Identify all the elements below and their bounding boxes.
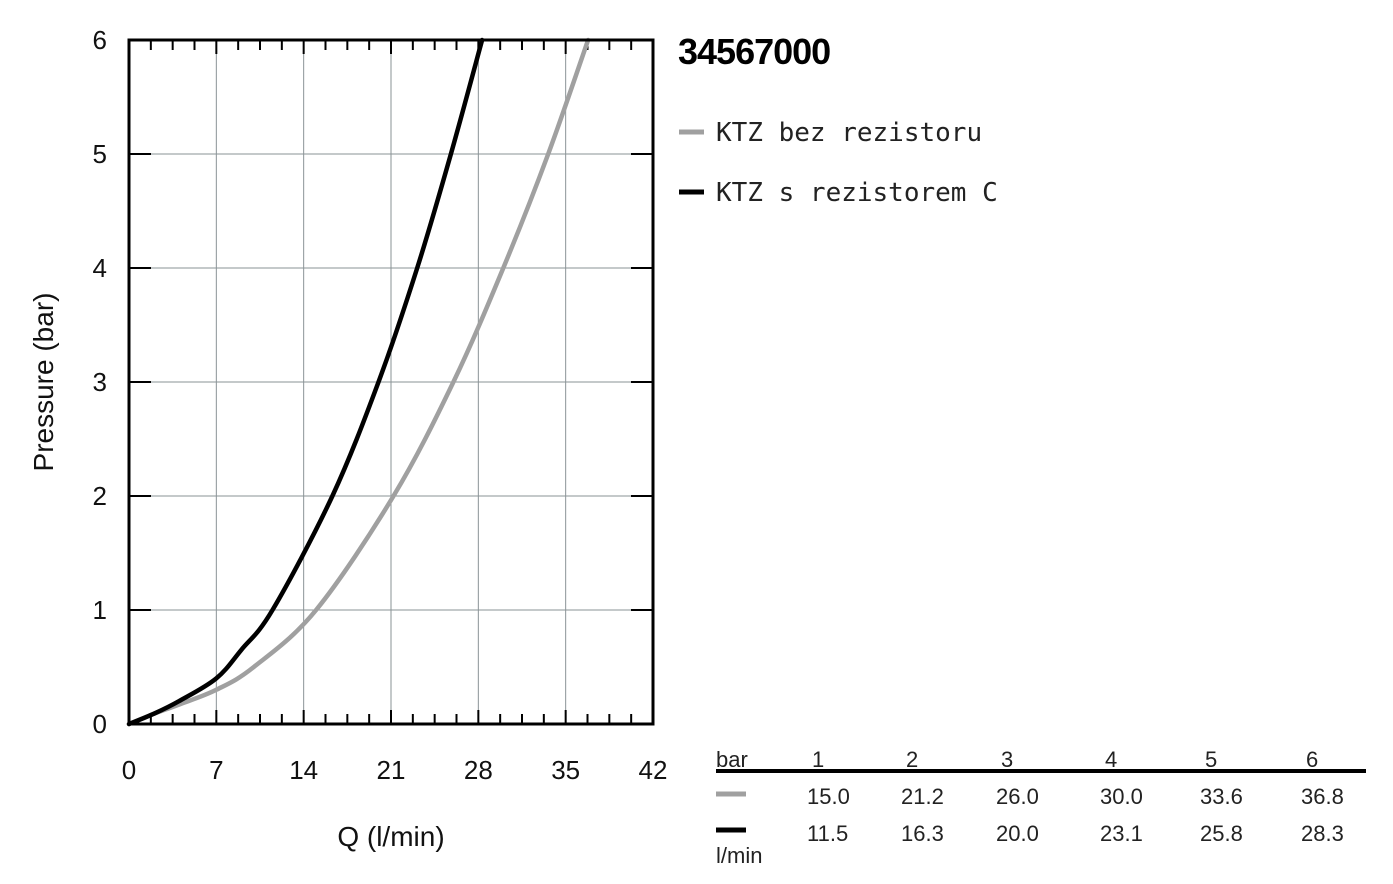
y-tick-label: 1 — [93, 595, 107, 625]
x-tick-label: 42 — [639, 755, 668, 785]
table-header-cell: 6 — [1306, 747, 1318, 772]
y-tick-label: 5 — [93, 139, 107, 169]
legend: KTZ bez rezistoru KTZ s rezistorem C — [679, 118, 998, 208]
table-header-cell: 2 — [906, 747, 918, 772]
table-header-cell: 3 — [1001, 747, 1013, 772]
table-header-cell: 4 — [1105, 747, 1117, 772]
plot-frame — [127, 38, 655, 726]
y-tick-label: 6 — [93, 25, 107, 55]
x-tick-label: 35 — [551, 755, 580, 785]
table-cell: 11.5 — [807, 821, 848, 846]
table-cell: 25.8 — [1200, 821, 1243, 846]
x-tick-label: 28 — [464, 755, 493, 785]
legend-label-black: KTZ s rezistorem C — [716, 178, 998, 208]
x-axis-label: Q (l/min) — [337, 821, 444, 852]
table-header-cell: 5 — [1205, 747, 1217, 772]
y-tick-label: 4 — [93, 253, 107, 283]
table-row: 15.0 21.2 26.0 30.0 33.6 36.8 — [807, 784, 1344, 809]
table-header-label: bar — [716, 747, 748, 772]
series-line-1 — [126, 37, 485, 727]
x-tick-label: 7 — [209, 755, 223, 785]
table-row: 11.5 16.3 20.0 23.1 25.8 28.3 — [807, 821, 1344, 846]
data-curves — [126, 37, 591, 727]
table-unit-label: l/min — [716, 843, 762, 868]
table-cell: 15.0 — [807, 784, 850, 809]
table-header-row: 1 2 3 4 5 6 — [812, 747, 1318, 772]
table-cell: 33.6 — [1200, 784, 1243, 809]
y-tick-label: 0 — [93, 709, 107, 739]
chart-title: 34567000 — [678, 31, 830, 72]
table-cell: 21.2 — [901, 784, 944, 809]
y-tick-label: 2 — [93, 481, 107, 511]
x-tick-label: 14 — [289, 755, 318, 785]
x-tick-label: 0 — [122, 755, 136, 785]
series-line-0 — [126, 37, 591, 727]
y-axis-label: Pressure (bar) — [28, 293, 59, 472]
table-cell: 23.1 — [1100, 821, 1143, 846]
table-cell: 16.3 — [901, 821, 944, 846]
table-cell: 20.0 — [996, 821, 1039, 846]
grid-lines — [129, 40, 653, 724]
x-tick-label: 21 — [377, 755, 406, 785]
tick-labels: 0 7 14 21 28 35 42 0 1 2 3 4 5 6 — [93, 25, 668, 785]
table-cell: 28.3 — [1301, 821, 1344, 846]
table-cell: 30.0 — [1100, 784, 1143, 809]
values-table: bar 1 2 3 4 5 6 15.0 21.2 26.0 30.0 33.6 36.8 11.5… — [716, 747, 1366, 868]
table-cell: 26.0 — [996, 784, 1039, 809]
y-tick-label: 3 — [93, 367, 107, 397]
legend-label-gray: KTZ bez rezistoru — [716, 118, 982, 148]
table-cell: 36.8 — [1301, 784, 1344, 809]
table-header-cell: 1 — [812, 747, 824, 772]
